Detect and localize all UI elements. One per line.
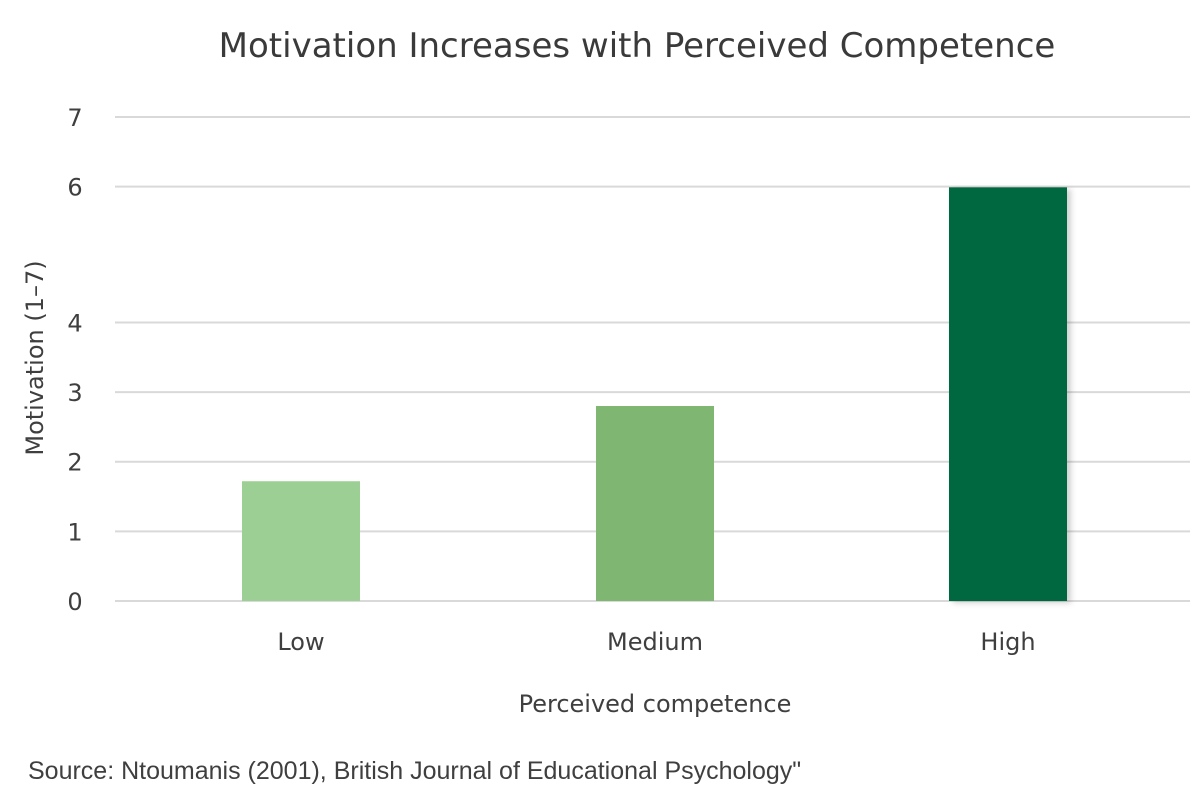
y-tick-label: 6: [67, 174, 82, 202]
y-tick-label: 0: [67, 588, 82, 616]
y-tick-label: 3: [67, 379, 82, 407]
x-tick-label: High: [980, 628, 1035, 656]
x-tick-label: Medium: [607, 628, 703, 656]
x-tick-label: Low: [277, 628, 324, 656]
y-tick-labels: 0 1 2 3 4 6 7: [67, 104, 82, 616]
bar-medium: [596, 406, 714, 601]
source-note: Source: Ntoumanis (2001), British Journa…: [28, 757, 802, 785]
bars: [242, 187, 1067, 602]
bar-low: [242, 481, 360, 601]
bar-high: [949, 187, 1067, 602]
x-tick-labels: Low Medium High: [277, 628, 1035, 656]
chart-title: Motivation Increases with Perceived Comp…: [219, 26, 1056, 66]
y-tick-label: 7: [67, 104, 82, 132]
y-tick-label: 2: [67, 449, 82, 477]
y-tick-label: 4: [67, 309, 82, 337]
y-axis-label: Motivation (1–7): [21, 260, 49, 455]
y-tick-label: 1: [67, 518, 82, 546]
x-axis-label: Perceived competence: [519, 690, 792, 718]
